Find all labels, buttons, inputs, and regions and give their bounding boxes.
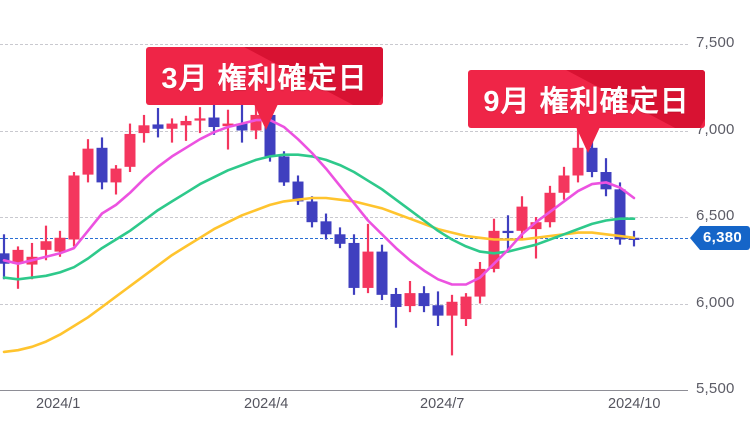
candlestick [68,172,80,247]
gridline-7500 [0,44,688,45]
x-tick-label: 2024/7 [420,396,465,412]
price-plot [0,85,640,356]
ma-long-line [2,196,636,354]
candlestick [418,286,430,313]
candlestick [320,213,332,240]
candlestick [502,215,514,252]
last-price-badge: 6,380 [690,225,750,250]
candlestick [180,115,192,141]
gridline-7000 [0,130,688,132]
candlestick [334,227,346,249]
candlestick [138,114,150,143]
x-tick-label: 2024/10 [608,396,661,412]
gridline-5500 [0,390,688,391]
candlestick [82,139,94,183]
candlestick [222,109,234,150]
candlestick [278,151,290,186]
ma-mid-line [2,153,636,281]
callout-box: 9月 権利確定日 [468,70,705,128]
candlestick [110,165,122,195]
candlestick [124,123,136,173]
candlestick [614,182,626,245]
candlestick [0,234,10,280]
annotation-callout-march: 3月 権利確定日 [146,47,383,130]
candlestick [600,158,612,197]
candlestick [558,166,570,200]
ma-short-line [2,118,636,286]
candlestick [12,246,24,289]
y-tick-label: 7,000 [696,120,735,138]
candlestick [376,244,388,301]
callout-box: 3月 権利確定日 [146,47,383,105]
candlestick [40,225,52,261]
x-tick-label: 2024/4 [244,396,289,412]
gridline-6000 [0,303,688,305]
y-tick-label: 6,000 [696,293,735,311]
candlestick [460,293,472,326]
candlestick [306,196,318,228]
candlestick [404,281,416,313]
candlestick [194,107,206,134]
y-tick-label: 7,500 [696,34,735,51]
candlestick [348,234,360,295]
x-tick-label: 2024/1 [36,396,81,412]
candlestick [362,223,374,294]
candlestick [544,185,556,228]
badge-arrow-icon [690,225,700,250]
candlestick [516,196,528,240]
callout-tail-icon [254,104,278,130]
candlestick [166,118,178,143]
candlestick [390,287,402,328]
candlestick [152,108,164,138]
candlestick [446,294,458,356]
annotation-callout-september: 9月 権利確定日 [468,70,705,153]
callout-label: 9月 権利確定日 [483,86,690,118]
candlestick [96,137,108,190]
candlestick [474,261,486,304]
callout-label: 3月 権利確定日 [161,63,368,95]
callout-tail-icon [576,127,600,153]
y-tick-label: 6,500 [696,207,735,224]
gridline-6500 [0,217,688,218]
last-price-value: 6,380 [700,225,750,250]
y-tick-label: 5,500 [696,380,735,397]
candlestick [432,291,444,326]
